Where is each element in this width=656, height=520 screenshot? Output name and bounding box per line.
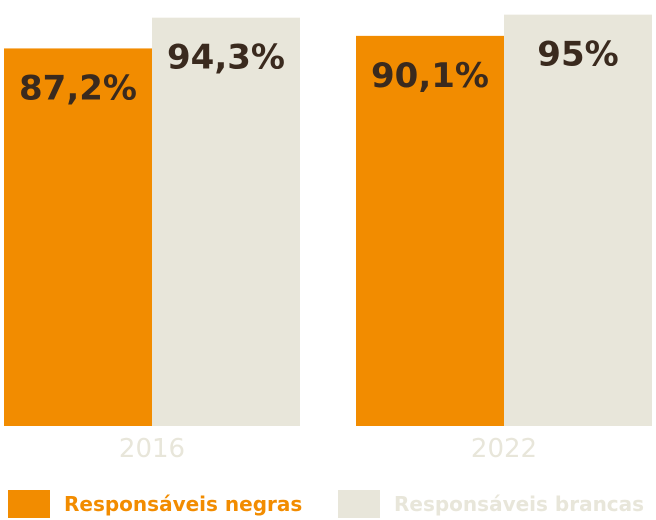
bar-brancas-2016 bbox=[152, 17, 300, 426]
legend-label-negras: Responsáveis negras bbox=[64, 492, 302, 516]
legend: Responsáveis negras Responsáveis brancas bbox=[8, 490, 644, 518]
data-label-brancas-2016: 94,3% bbox=[167, 38, 285, 78]
data-label-negras-2016: 87,2% bbox=[19, 68, 137, 108]
bars-layer bbox=[4, 14, 652, 427]
x-tick-label-2016: 2016 bbox=[119, 434, 185, 464]
data-label-brancas-2022: 95% bbox=[537, 35, 618, 75]
data-labels-layer: 87,2% 94,3% 90,1% 95% bbox=[19, 35, 619, 109]
bar-brancas-2022 bbox=[504, 14, 652, 427]
legend-swatch-negras bbox=[8, 490, 50, 518]
legend-label-brancas: Responsáveis brancas bbox=[394, 492, 644, 516]
bar-negras-2016 bbox=[4, 48, 152, 426]
x-tick-label-2022: 2022 bbox=[471, 434, 537, 464]
legend-swatch-brancas bbox=[338, 490, 380, 518]
bar-negras-2022 bbox=[356, 35, 504, 426]
x-tick-labels-layer: 2016 2022 bbox=[119, 434, 537, 464]
data-label-negras-2022: 90,1% bbox=[371, 56, 489, 96]
